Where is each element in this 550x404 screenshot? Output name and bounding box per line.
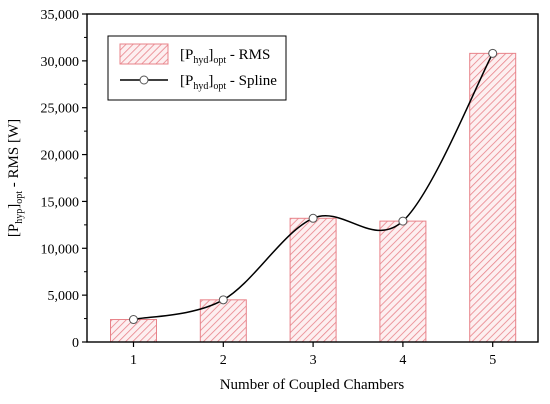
spline-point-1 <box>129 315 138 325</box>
y-tick-label: 35,000 <box>41 8 80 23</box>
bar-3 <box>289 217 337 343</box>
y-axis-title: [Phyp]opt - RMS [W] <box>6 119 25 237</box>
y-tick-label: 20,000 <box>41 149 80 164</box>
spline-line <box>133 53 494 321</box>
legend-spline-marker <box>139 75 149 85</box>
x-axis: 1 2 3 4 5 <box>130 342 496 368</box>
y-tick-label: 30,000 <box>41 55 80 70</box>
y-tick-label: 10,000 <box>41 242 80 257</box>
x-tick-label: 4 <box>399 353 406 368</box>
bar-4 <box>379 220 427 343</box>
legend-label-rms: [Phyd]opt - RMS <box>180 47 270 66</box>
x-tick-label: 1 <box>130 353 137 368</box>
x-tick-label: 5 <box>489 353 496 368</box>
x-axis-title: Number of Coupled Chambers <box>220 377 405 393</box>
spline-point-3 <box>308 213 318 223</box>
bars-layer <box>110 52 517 343</box>
y-tick-label: 25,000 <box>41 102 80 117</box>
y-axis-title-prefix: [P <box>6 224 22 237</box>
legend-bar-swatch <box>119 43 169 65</box>
spline-layer <box>129 48 498 325</box>
legend-label-spline: [Phyd]opt - Spline <box>180 73 277 92</box>
y-tick-label: 0 <box>72 336 79 351</box>
y-axis: 0 5,000 10,000 15,000 20,000 25,000 30,000 35,0… <box>41 8 87 351</box>
y-axis-title-sub2: opt <box>14 191 25 204</box>
y-tick-label: 15,000 <box>41 195 80 210</box>
x-tick-label: 3 <box>310 353 317 368</box>
y-tick-label: 5,000 <box>48 289 80 304</box>
bar-5 <box>469 52 517 343</box>
y-axis-title-suffix: - RMS [W] <box>6 119 22 191</box>
spline-point-4 <box>398 216 408 226</box>
x-tick-label: 2 <box>220 353 227 368</box>
spline-point-2 <box>218 295 228 305</box>
legend: [Phyd]opt - RMS [Phyd]opt - Spline <box>107 35 287 101</box>
y-axis-title-mid: ] <box>6 204 22 209</box>
spline-point-5 <box>488 48 498 58</box>
y-axis-title-sub1: hyp <box>14 209 25 224</box>
